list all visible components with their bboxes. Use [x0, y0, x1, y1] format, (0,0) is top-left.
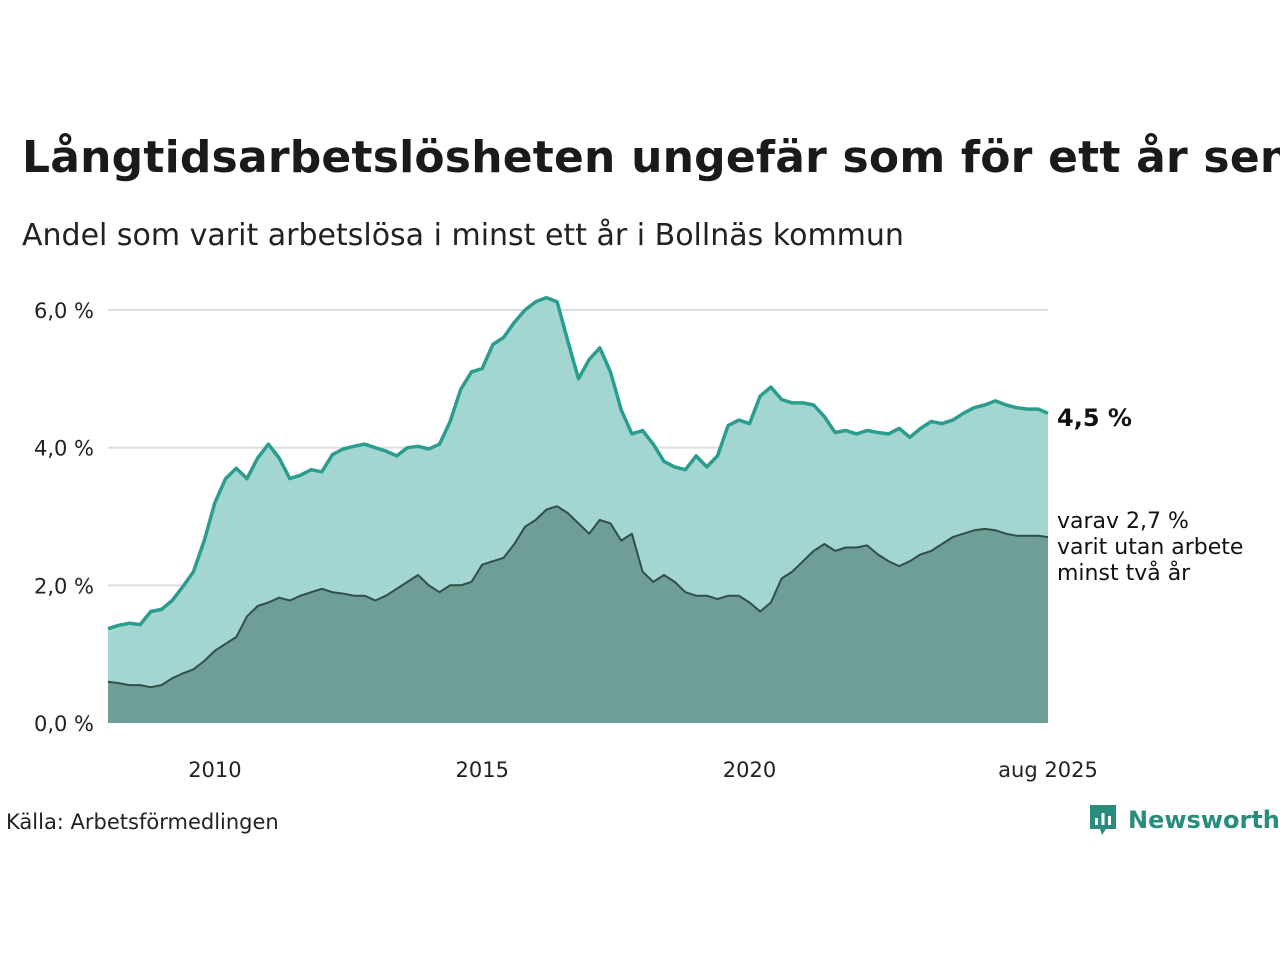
x-tick-label: 2015	[455, 758, 508, 782]
brand-name: Newsworthy	[1128, 806, 1280, 834]
end-label-sub-line-3: minst två år	[1057, 560, 1191, 586]
y-axis-ticks: 0,0 % 2,0 % 4,0 % 6,0 %	[34, 299, 94, 736]
newsworthy-logo-icon	[1090, 805, 1116, 835]
chart-title: Långtidsarbetslösheten ungefär som för e…	[22, 132, 1280, 183]
total-line	[107, 295, 1049, 631]
end-label-sub-line-2: varit utan arbete	[1057, 535, 1243, 560]
end-label-total: 4,5 %	[1057, 404, 1132, 432]
y-tick-label: 0,0 %	[34, 712, 94, 736]
x-tick-label: 2020	[723, 758, 776, 782]
y-tick-label: 6,0 %	[34, 299, 94, 323]
x-tick-label: 2010	[188, 758, 241, 782]
sub-area	[108, 506, 1048, 723]
y-tick-label: 4,0 %	[34, 437, 94, 461]
chart-subtitle: Andel som varit arbetslösa i minst ett å…	[22, 218, 904, 253]
brand-logo[interactable]: Newsworthy	[1088, 803, 1280, 837]
y-tick-label: 2,0 %	[34, 574, 94, 598]
end-label-sub-line-1: varav 2,7 %	[1057, 509, 1189, 534]
source-note: Källa: Arbetsförmedlingen	[6, 810, 279, 834]
sub-line	[107, 505, 1049, 689]
x-axis-ticks: 2010 2015 2020 aug 2025	[188, 758, 1098, 782]
x-tick-label: aug 2025	[998, 758, 1098, 782]
